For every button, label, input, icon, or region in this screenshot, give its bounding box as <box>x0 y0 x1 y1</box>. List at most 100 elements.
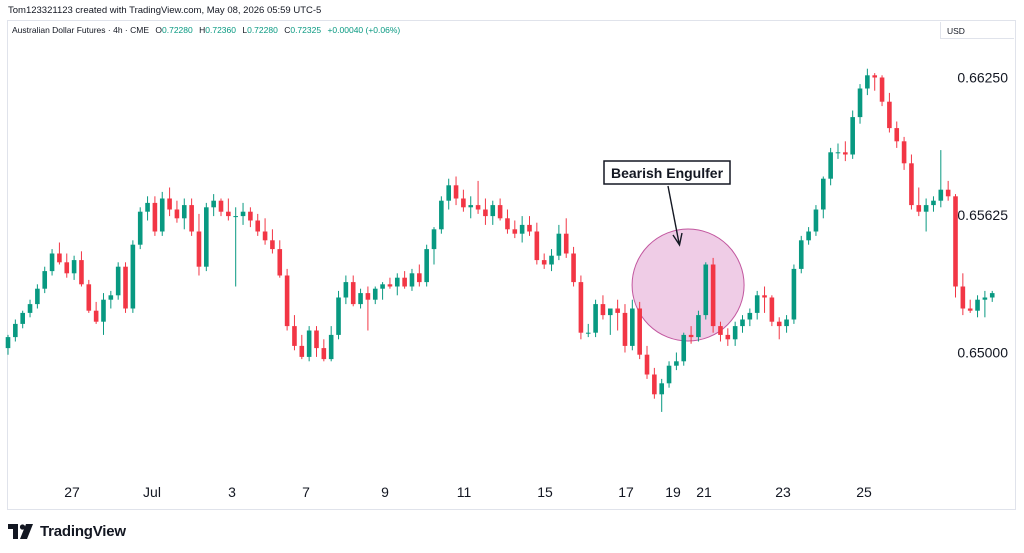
candle-body <box>652 374 657 395</box>
candle <box>461 189 466 212</box>
annotation-label: Bearish Engulfer <box>611 165 724 181</box>
candle-body <box>578 282 584 333</box>
candle-body <box>696 315 701 338</box>
candle <box>497 198 503 221</box>
candle-body <box>894 128 900 142</box>
candle-body <box>336 297 341 335</box>
candle <box>5 334 11 355</box>
candle <box>527 216 532 236</box>
candle-body <box>233 216 238 218</box>
candle-body <box>945 189 951 197</box>
candle <box>71 255 77 280</box>
tradingview-logo[interactable]: TradingView <box>8 523 126 540</box>
time-tick-label: 15 <box>537 484 553 500</box>
time-axis[interactable]: 27 Jul 3 7 9 11 15 17 19 21 23 25 <box>64 484 872 500</box>
candle-body <box>843 152 848 155</box>
candle-body <box>593 304 598 333</box>
candle-body <box>137 211 143 245</box>
currency-label[interactable]: USD <box>940 22 1014 39</box>
candle <box>931 196 936 212</box>
candle <box>607 308 613 335</box>
candle <box>923 198 929 232</box>
candle-body <box>527 224 532 232</box>
candle <box>226 198 231 221</box>
candle <box>769 295 775 327</box>
candle <box>674 352 679 371</box>
candle-body <box>439 200 444 230</box>
candle-body <box>975 299 980 311</box>
candle-body <box>343 282 349 298</box>
candle-body <box>490 205 496 217</box>
candle-body <box>57 253 62 263</box>
candle-body <box>806 231 811 241</box>
candle-body <box>754 295 760 313</box>
candle <box>541 253 547 269</box>
candle <box>101 293 106 335</box>
candle <box>615 299 620 331</box>
candle <box>49 249 55 276</box>
candle <box>372 286 378 305</box>
candle-body <box>174 209 180 219</box>
candle-body <box>747 312 753 320</box>
candle-body <box>725 334 731 340</box>
candle <box>585 323 591 338</box>
candle <box>953 194 958 298</box>
candle <box>189 198 194 236</box>
candle-body <box>681 334 687 362</box>
candle <box>402 271 407 289</box>
candle <box>42 266 48 294</box>
candle-body <box>549 255 554 265</box>
candle-body <box>791 268 797 320</box>
candle <box>784 315 789 333</box>
tradingview-logo-text: TradingView <box>40 523 126 540</box>
candle-body <box>248 211 253 221</box>
candle-body <box>674 361 679 366</box>
price-tick-label: 0.65625 <box>957 207 1008 223</box>
candle-body <box>982 297 988 300</box>
candle-body <box>49 253 55 272</box>
candle <box>270 229 275 254</box>
candle-body <box>226 211 231 217</box>
candle-body <box>571 253 576 283</box>
candle-body <box>167 198 172 210</box>
candle <box>754 290 760 320</box>
candle-body <box>762 295 767 298</box>
candle-body <box>115 266 121 296</box>
candle <box>960 273 966 316</box>
candle-body <box>630 308 635 346</box>
highlight-circle <box>631 228 745 342</box>
price-tick-label: 0.66250 <box>957 70 1008 86</box>
candle <box>79 251 84 287</box>
candle <box>688 326 694 344</box>
candle <box>828 147 833 186</box>
candle-body <box>497 205 503 219</box>
candle-body <box>284 275 290 327</box>
candle <box>644 345 650 379</box>
low-label: L <box>242 25 248 35</box>
candle <box>843 141 848 162</box>
candle-body <box>270 240 275 250</box>
pattern-annotation: Bearish Engulfer <box>603 160 731 247</box>
candle <box>292 315 297 351</box>
candle <box>901 136 907 170</box>
candle-body <box>461 198 466 208</box>
candle-body <box>42 271 48 289</box>
candle-body <box>909 163 914 206</box>
candle-body <box>710 264 716 327</box>
candle-body <box>901 141 907 164</box>
candle-body <box>159 198 165 232</box>
symbol-legend: Australian Dollar Futures · 4h · CME O0.… <box>12 25 400 35</box>
candle-body <box>688 334 694 338</box>
close-value: 0.72325 <box>290 25 322 35</box>
candle <box>850 110 855 159</box>
price-axis[interactable]: 0.66250 0.65625 0.65000 <box>957 70 1008 361</box>
candle <box>86 279 92 313</box>
candle-body <box>204 207 209 267</box>
candle <box>343 275 349 305</box>
candle-body <box>505 218 510 230</box>
candle <box>306 326 312 362</box>
candle-body <box>71 260 77 274</box>
candle <box>314 326 319 357</box>
candle-body <box>828 152 833 179</box>
